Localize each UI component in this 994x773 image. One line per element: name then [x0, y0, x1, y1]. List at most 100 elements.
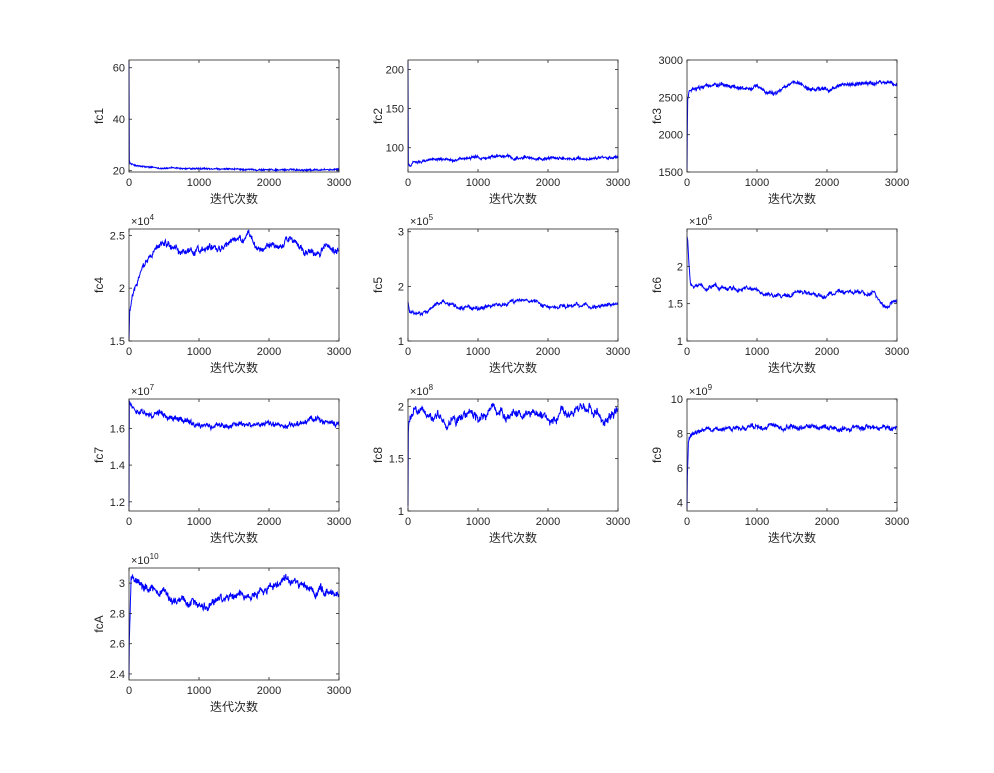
y-tick-label: 10 [671, 394, 683, 406]
subplot-fc1: 0 1000 2000 3000 20 40 60 迭代次数 fc1 [92, 59, 351, 206]
x-tick-label: 3000 [606, 177, 630, 189]
x-tick-label: 2000 [536, 346, 560, 358]
x-tick-label: 1000 [745, 516, 769, 528]
axes-box [128, 228, 340, 342]
y-tick-label: 2 [398, 281, 404, 293]
axes-box [407, 398, 619, 512]
y-tick-label: 2.5 [110, 230, 125, 242]
series-line-fc2 [407, 61, 619, 168]
y-exponent-label: ×107 [131, 383, 155, 398]
y-tick-label: 150 [386, 104, 404, 116]
y-exponent-label: ×104 [131, 213, 155, 228]
subplot-fc9: 0 1000 2000 3000 4 6 8 10 迭代次数 fc9 ×109 [650, 383, 909, 545]
series-line-fc1 [128, 59, 340, 173]
x-tick-label: 1000 [187, 685, 211, 697]
y-tick-label: 8 [677, 428, 683, 440]
series-line-fc7 [128, 400, 340, 508]
x-tick-label: 2000 [815, 177, 839, 189]
y-tick-label: 1.2 [110, 497, 125, 509]
x-axis-label: 迭代次数 [210, 530, 258, 545]
y-exponent-label: ×106 [689, 213, 713, 228]
y-tick-label: 60 [113, 63, 125, 75]
y-axis-label: fc3 [650, 108, 664, 124]
x-tick-label: 2000 [257, 346, 281, 358]
y-exponent-power: 4 [150, 213, 155, 222]
y-tick-label: 2.6 [110, 639, 125, 651]
y-axis-label: fc1 [92, 108, 106, 124]
x-tick-label: 0 [126, 516, 132, 528]
x-tick-label: 1000 [466, 516, 490, 528]
x-tick-label: 0 [126, 177, 132, 189]
x-tick-label: 0 [126, 346, 132, 358]
y-tick-label: 2 [677, 261, 683, 273]
series-line-fc3 [686, 79, 898, 173]
y-axis-label: fc6 [650, 277, 664, 293]
y-axis-label: fc8 [371, 447, 385, 463]
axes-box [407, 228, 619, 342]
x-tick-label: 3000 [327, 177, 351, 189]
subplot-fc6: 0 1000 2000 3000 1 1.5 2 迭代次数 fc6 ×106 [650, 213, 909, 375]
y-tick-label: 20 [113, 166, 125, 178]
x-axis-label: 迭代次数 [768, 530, 816, 545]
axes-box [128, 59, 340, 173]
series-line-fc4 [128, 229, 340, 342]
x-axis-label: 迭代次数 [489, 191, 537, 206]
x-tick-label: 3000 [885, 177, 909, 189]
y-tick-label: 2.4 [110, 669, 125, 681]
series-line-fc8 [407, 402, 619, 506]
y-exponent-power: 9 [708, 383, 713, 392]
y-tick-label: 2500 [659, 92, 683, 104]
y-exponent-label: ×108 [410, 383, 434, 398]
y-axis-label: fcA [92, 615, 106, 632]
y-tick-label: 4 [677, 497, 683, 509]
x-axis-label: 迭代次数 [210, 699, 258, 714]
y-tick-label: 2 [119, 283, 125, 295]
subplot-fc5: 0 1000 2000 3000 1 2 3 迭代次数 fc5 ×105 [371, 213, 630, 375]
x-tick-label: 0 [405, 516, 411, 528]
x-axis-label: 迭代次数 [768, 360, 816, 375]
subplot-fcA: 0 1000 2000 3000 2.4 2.6 2.8 3 迭代次数 fcA ×1010 [92, 552, 351, 714]
axes-box [686, 398, 898, 512]
axes-box [686, 228, 898, 342]
x-tick-label: 3000 [606, 346, 630, 358]
y-tick-label: 200 [386, 64, 404, 76]
y-tick-label: 1 [677, 336, 683, 348]
y-exponent-power: 7 [150, 383, 155, 392]
y-tick-label: 1.5 [668, 299, 683, 311]
x-tick-label: 1000 [187, 346, 211, 358]
y-exponent-power: 8 [429, 383, 434, 392]
y-tick-label: 1500 [659, 167, 683, 179]
x-tick-label: 2000 [257, 177, 281, 189]
y-tick-label: 2.8 [110, 608, 125, 620]
y-tick-label: 2000 [659, 130, 683, 142]
series-line-fc5 [407, 297, 619, 317]
y-axis-label: fc7 [92, 447, 106, 463]
y-exponent-power: 6 [708, 213, 713, 222]
y-tick-label: 6 [677, 463, 683, 475]
y-exponent-label: ×1010 [131, 552, 159, 567]
x-tick-label: 1000 [745, 346, 769, 358]
axes-box [128, 398, 340, 512]
subplot-fc4: 0 1000 2000 3000 1.5 2 2.5 迭代次数 fc4 ×104 [92, 213, 351, 375]
y-exponent-power: 10 [150, 552, 159, 561]
x-tick-label: 3000 [327, 685, 351, 697]
x-tick-label: 1000 [466, 177, 490, 189]
x-axis-label: 迭代次数 [768, 191, 816, 206]
subplot-fc3: 0 1000 2000 3000 1500 2000 2500 3000 迭代次数 fc3 [650, 55, 909, 206]
x-tick-label: 2000 [536, 177, 560, 189]
x-tick-label: 2000 [257, 685, 281, 697]
y-tick-label: 3 [398, 227, 404, 239]
x-tick-label: 0 [684, 516, 690, 528]
x-tick-label: 3000 [606, 516, 630, 528]
x-axis-label: 迭代次数 [489, 360, 537, 375]
x-tick-label: 3000 [327, 346, 351, 358]
x-tick-label: 2000 [815, 346, 839, 358]
x-tick-label: 2000 [815, 516, 839, 528]
y-tick-label: 3 [119, 578, 125, 590]
y-tick-label: 1.5 [389, 454, 404, 466]
subplot-fc2: 0 1000 2000 3000 100 150 200 迭代次数 fc2 [371, 59, 630, 206]
axes-box [686, 59, 898, 173]
y-axis-label: fc9 [650, 447, 664, 463]
x-tick-label: 0 [405, 346, 411, 358]
axes-box [407, 59, 619, 173]
